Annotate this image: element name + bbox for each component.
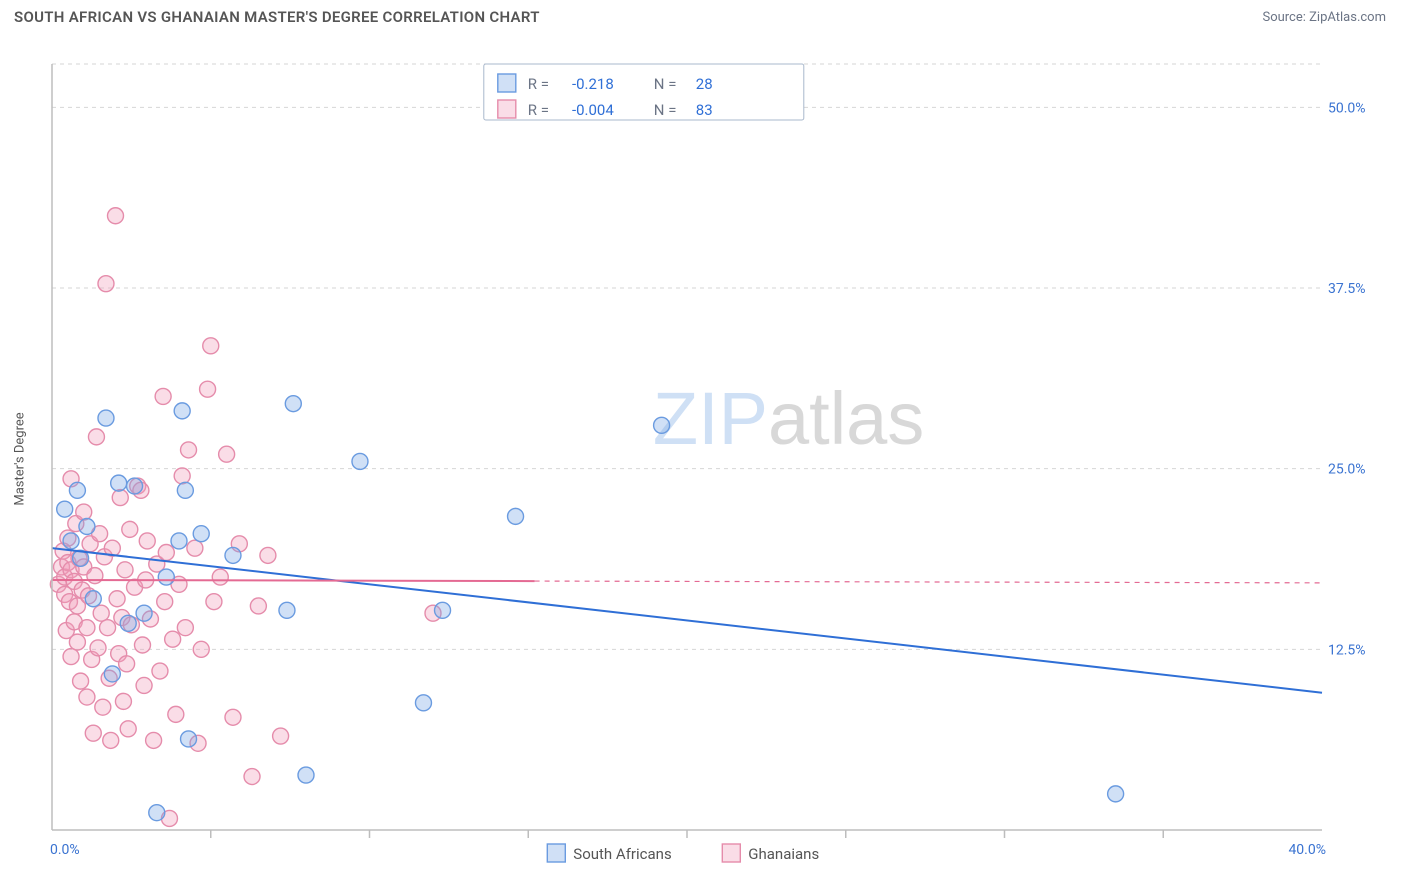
svg-text:N =: N = [654, 75, 677, 93]
svg-text:12.5%: 12.5% [1328, 642, 1366, 658]
svg-text:-0.004: -0.004 [572, 101, 614, 119]
svg-text:-0.218: -0.218 [572, 75, 614, 93]
svg-text:N =: N = [654, 101, 677, 119]
svg-text:R =: R = [528, 75, 549, 93]
svg-text:50.0%: 50.0% [1328, 100, 1366, 116]
svg-text:83: 83 [696, 101, 713, 119]
svg-text:25.0%: 25.0% [1328, 462, 1366, 478]
svg-text:Ghanaians: Ghanaians [748, 845, 819, 863]
scatter-chart: ZIPatlas 12.5% 25.0% 37.5% 50.0% 0.0% 40.0% R =… [14, 40, 1392, 878]
source-label: Source: ZipAtlas.com [1262, 10, 1386, 25]
chart-container: Master's Degree ZIPatlas 12.5% 25.0% 37.5% 5… [14, 40, 1392, 878]
svg-text:37.5%: 37.5% [1328, 281, 1366, 297]
svg-text:28: 28 [696, 75, 713, 93]
svg-text:0.0%: 0.0% [50, 842, 80, 858]
svg-text:ZIPatlas: ZIPatlas [653, 377, 924, 460]
svg-text:R =: R = [528, 101, 549, 119]
chart-title: SOUTH AFRICAN VS GHANAIAN MASTER'S DEGRE… [14, 8, 540, 26]
y-axis-label: Master's Degree [13, 412, 28, 505]
svg-text:South Africans: South Africans [573, 845, 671, 863]
svg-text:40.0%: 40.0% [1288, 842, 1326, 858]
